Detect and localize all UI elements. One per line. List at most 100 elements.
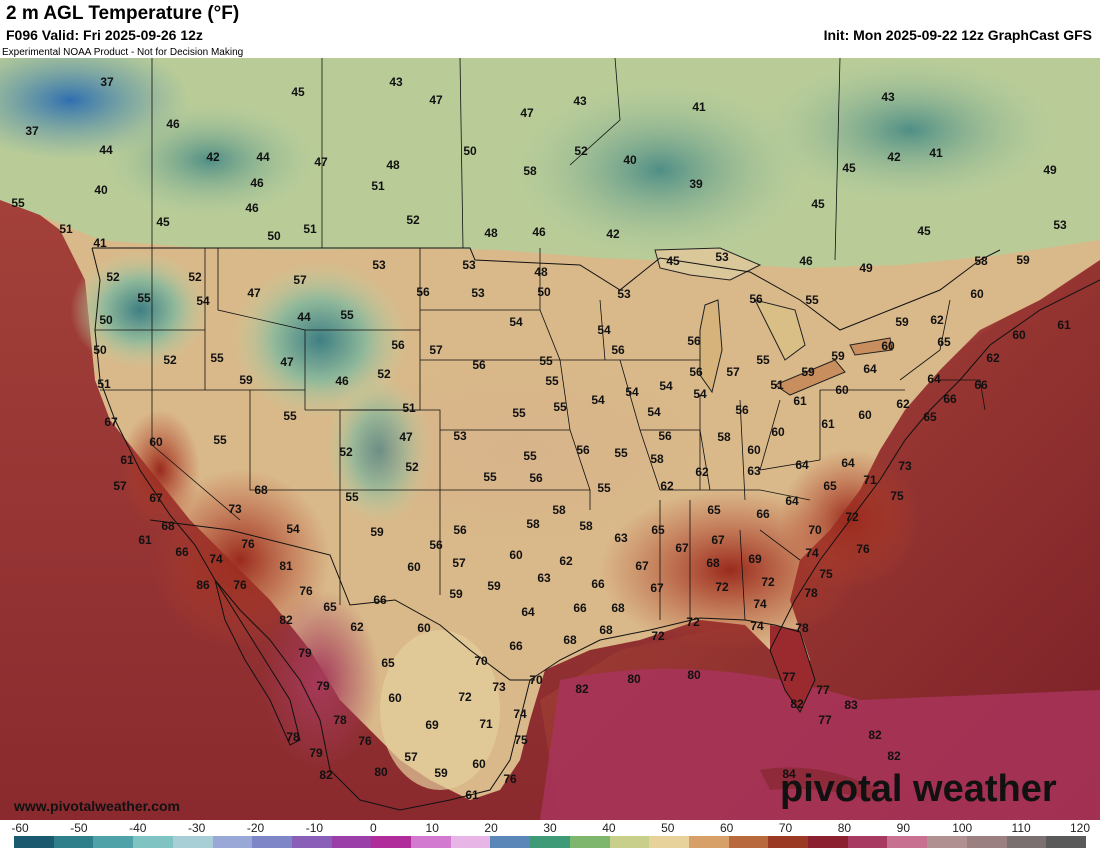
- temperature-value: 60: [771, 425, 785, 439]
- temperature-value: 40: [94, 183, 108, 197]
- colorbar-tick-label: 80: [837, 821, 852, 835]
- temperature-value: 72: [686, 615, 700, 629]
- temperature-value: 86: [196, 578, 210, 592]
- temperature-value: 57: [429, 343, 443, 357]
- temperature-value: 66: [591, 577, 605, 591]
- temperature-value: 60: [970, 287, 984, 301]
- temperature-value: 59: [449, 587, 463, 601]
- temperature-value: 54: [509, 315, 523, 329]
- temperature-value: 77: [816, 683, 830, 697]
- lake-huron: [754, 299, 806, 361]
- temperature-value: 55: [340, 308, 354, 322]
- colorbar-segment: [411, 836, 451, 848]
- baja-coastline: [214, 579, 301, 746]
- temperature-value: 60: [747, 443, 761, 457]
- temperature-value: 67: [711, 533, 725, 547]
- colorbar-segment: [14, 836, 54, 848]
- temperature-value: 46: [250, 176, 264, 190]
- colorbar-tick-label: 70: [778, 821, 793, 835]
- temperature-value: 64: [785, 494, 799, 508]
- temperature-value: 76: [241, 537, 255, 551]
- temperature-value: 65: [381, 656, 395, 670]
- colorbar-segment: [291, 836, 332, 848]
- temperature-value: 56: [472, 358, 486, 372]
- disclaimer-text: Experimental NOAA Product - Not for Deci…: [2, 47, 244, 58]
- temperature-value: 47: [399, 430, 413, 444]
- temperature-value: 60: [149, 435, 163, 449]
- colorbar-segment: [847, 836, 888, 848]
- temperature-map[interactable]: 37 37 46 45 43 47 44 42 44 47 48 47 43 41 43 40 46 51 50 58…: [0, 58, 1100, 820]
- temperature-value: 45: [291, 85, 305, 99]
- temperature-value: 76: [503, 772, 517, 786]
- temperature-value: 79: [309, 746, 323, 760]
- temperature-value: 54: [597, 323, 611, 337]
- temperature-value: 42: [887, 150, 901, 164]
- pnw-cool-area: [70, 250, 210, 370]
- colorbar-segment: [371, 836, 412, 848]
- temperature-value: 72: [715, 580, 729, 594]
- temperature-value: 79: [298, 646, 312, 660]
- colorbar-ticks: -60 -50 -40 -30 -20 -10 0 10 20 30 40 50 60 70 80 90 100…: [0, 820, 1100, 836]
- quebec-cool-area: [760, 58, 1060, 205]
- colorbar-tick-label: 20: [484, 821, 498, 835]
- temperature-value: 57: [293, 273, 307, 287]
- temperature-value: 64: [927, 372, 941, 386]
- alberta-cool-area: [100, 100, 320, 220]
- temperature-value: 75: [514, 733, 528, 747]
- temperature-value: 60: [472, 757, 486, 771]
- temperature-value: 45: [917, 224, 931, 238]
- colorbar-segment: [331, 836, 372, 848]
- lake-michigan: [699, 299, 723, 394]
- temperature-value: 79: [316, 679, 330, 693]
- temperature-value: 54: [591, 393, 605, 407]
- temperature-value: 68: [254, 483, 268, 497]
- temperature-value: 58: [579, 519, 593, 533]
- temperature-value: 50: [537, 285, 551, 299]
- temperature-value: 42: [206, 150, 220, 164]
- temperature-value: 44: [99, 143, 113, 157]
- colorbar-tick-label: 0: [369, 821, 377, 835]
- colorbar-segment: [450, 836, 491, 848]
- temperature-value: 69: [425, 718, 439, 732]
- temperature-value: 66: [756, 507, 770, 521]
- colorbar-segment: [887, 836, 928, 848]
- temperature-value: 68: [706, 556, 720, 570]
- temperature-value: 62: [350, 620, 364, 634]
- temperature-value: 52: [406, 213, 420, 227]
- temperature-value: 55: [523, 449, 537, 463]
- temperature-value: 44: [256, 150, 270, 164]
- temperature-value: 55: [545, 374, 559, 388]
- temperature-value: 60: [1012, 328, 1026, 342]
- colorbar-segment: [728, 836, 769, 848]
- colorbar-tick-label: 60: [719, 821, 734, 835]
- temperature-value: 82: [319, 768, 333, 782]
- temperature-value: 51: [770, 378, 784, 392]
- temperature-value: 55: [614, 446, 628, 460]
- colorbar-segment: [133, 836, 173, 848]
- temperature-value: 82: [887, 749, 901, 763]
- temperature-value: 76: [856, 542, 870, 556]
- colorbar-segment: [53, 836, 94, 848]
- temperature-value: 64: [795, 458, 809, 472]
- mexico-us-border: [149, 519, 535, 681]
- temperature-value: 59: [895, 315, 909, 329]
- temperature-value: 59: [370, 525, 384, 539]
- temperature-value: 55: [210, 351, 224, 365]
- forecast-valid-time: F096 Valid: Fri 2025-09-26 12z: [6, 27, 203, 43]
- temperature-value: 66: [509, 639, 523, 653]
- temperature-value: 50: [267, 229, 281, 243]
- colorbar-segment: [927, 836, 967, 848]
- temperature-value: 66: [373, 593, 387, 607]
- colorbar-tick-label: 50: [661, 821, 675, 835]
- temperature-value: 53: [617, 287, 631, 301]
- temperature-value: 46: [799, 254, 813, 268]
- temperature-value: 84: [782, 767, 796, 781]
- temperature-value: 80: [687, 668, 701, 682]
- temperature-value: 56: [429, 538, 443, 552]
- temperature-value: 58: [974, 254, 988, 268]
- colorbar-tick-label: 10: [425, 821, 439, 835]
- temperature-value: 53: [372, 258, 386, 272]
- temperature-value: 49: [1043, 163, 1057, 177]
- temperature-value: 45: [811, 197, 825, 211]
- temperature-value: 78: [333, 713, 347, 727]
